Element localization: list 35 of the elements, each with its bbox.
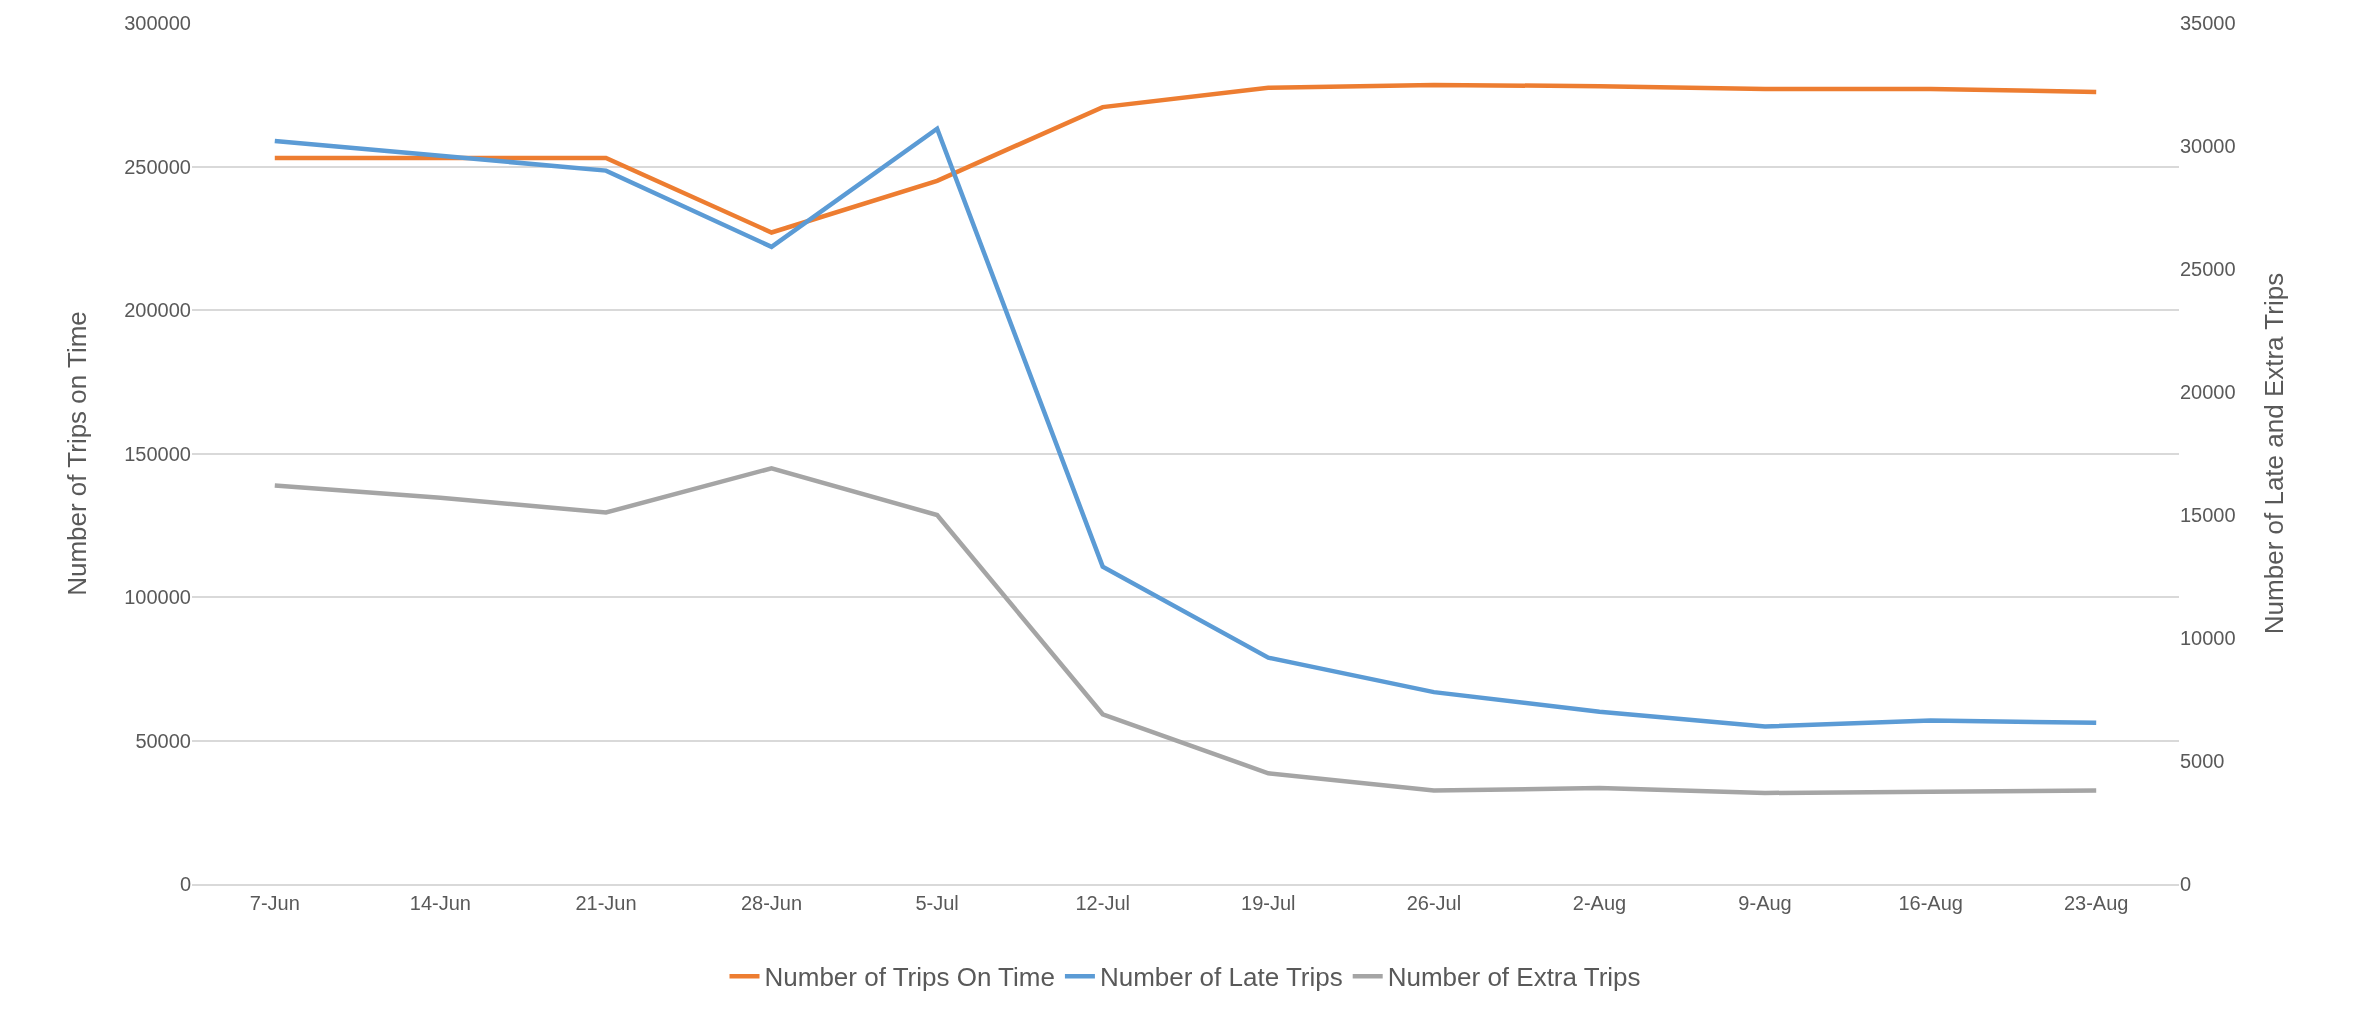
line-series (272, 466, 2099, 796)
y2-tick-label: 0 (2180, 873, 2192, 895)
x-tick-label: 2-Aug (1572, 892, 1627, 914)
y2-axis-title: Number of Late and Extra Trips (2259, 272, 2290, 635)
line-series (272, 82, 2099, 235)
x-tick-label: 23-Aug (2063, 892, 2129, 914)
legend-label: Number of Trips On Time (764, 962, 1055, 993)
y-tick-label: 150000 (124, 442, 191, 465)
x-tick-label: 9-Aug (1738, 892, 1792, 914)
y-tick-label: 250000 (124, 155, 191, 178)
y2-tick-label: 25000 (2180, 258, 2236, 280)
y-tick-label: 200000 (124, 299, 191, 321)
x-tick-label: 14-Jun (409, 892, 471, 914)
x-tick-label: 7-Jun (249, 892, 300, 914)
y-tick-label: 50000 (135, 729, 191, 752)
x-tick-label: 28-Jun (740, 892, 803, 914)
x-tick-label: 26-Jul (1406, 892, 1462, 914)
x-tick-label: 16-Aug (1898, 892, 1963, 914)
y2-tick-label: 15000 (2180, 504, 2236, 526)
legend-label: Number of Extra Trips (1387, 962, 1641, 993)
legend-label: Number of Late Trips (1099, 962, 1343, 993)
line-series (272, 126, 2099, 729)
x-tick-label: 19-Jul (1241, 892, 1296, 914)
y-tick-label: 300000 (124, 12, 191, 34)
x-tick-label: 12-Jul (1075, 892, 1130, 914)
y2-tick-label: 30000 (2180, 135, 2236, 157)
x-tick-label: 5-Jul (915, 892, 959, 914)
y2-tick-label: 20000 (2180, 381, 2236, 403)
y-axis-title: Number of Trips on Time (61, 311, 92, 596)
y2-tick-label: 5000 (2180, 750, 2225, 772)
y-tick-label: 0 (179, 873, 191, 895)
x-tick-label: 21-Jun (575, 892, 637, 914)
y2-tick-label: 35000 (2180, 12, 2236, 34)
y-tick-label: 100000 (124, 586, 191, 608)
y2-tick-label: 10000 (2180, 627, 2236, 649)
